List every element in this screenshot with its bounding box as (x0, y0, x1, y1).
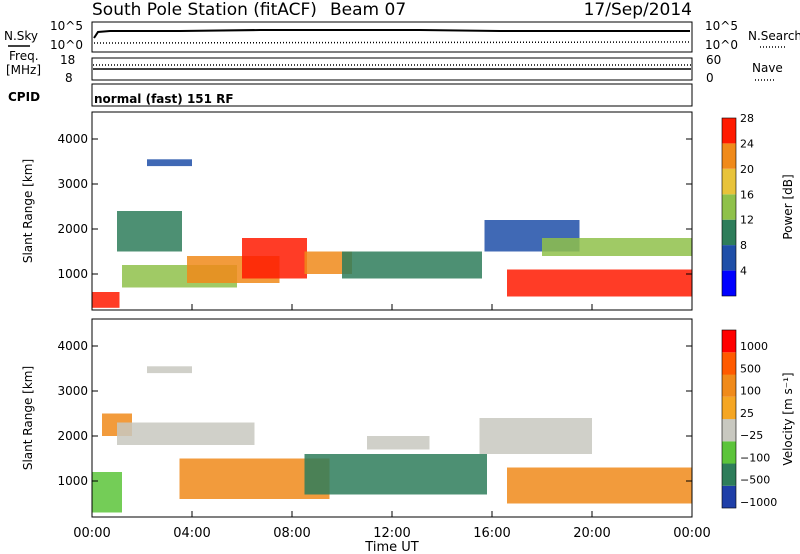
colorbar-segment (722, 270, 736, 296)
colorbar-segment (722, 396, 736, 420)
colorbar-tick-label: 1000 (740, 340, 768, 353)
colorbar-segment (722, 419, 736, 442)
colorbar-tick-label: 12 (740, 214, 754, 227)
x-tick-label: 04:00 (173, 526, 210, 541)
colorbar-tick-label: 100 (740, 385, 761, 398)
freq-tick-top: 18 (60, 53, 75, 67)
nsky-trace (93, 29, 690, 39)
colorbar-segment (722, 219, 736, 246)
velocity-echo-region (304, 454, 487, 495)
colorbar-tick-label: 24 (740, 137, 754, 150)
colorbar-tick-label: 20 (740, 163, 754, 176)
x-tick-label: 00:00 (73, 526, 110, 541)
colorbar-segment (722, 330, 736, 353)
cpid-text: normal (fast) 151 RF (94, 92, 234, 106)
velocity-echo-region (479, 418, 592, 454)
power-colorbar-label: Power [dB] (781, 174, 795, 239)
velocity-echo-region (507, 467, 692, 504)
noise-tick-left-bottom: 10^0 (50, 38, 83, 52)
x-tick-label: 00:00 (673, 526, 710, 541)
colorbar-segment (722, 194, 736, 220)
power-echo-region (507, 269, 692, 297)
power-colorbar (721, 117, 737, 297)
colorbar-tick-label: −25 (740, 429, 763, 442)
colorbar-tick-label: 4 (740, 265, 747, 278)
colorbar-segment (722, 168, 736, 195)
x-tick-label: 08:00 (273, 526, 310, 541)
noise-tick-left-top: 10^5 (50, 19, 83, 33)
freq-panel (91, 57, 693, 81)
y-tick-label: 1000 (57, 474, 88, 488)
freq-label-2: [MHz] (6, 63, 41, 77)
x-tick-label: 12:00 (373, 526, 410, 541)
y-tick-label: 3000 (57, 384, 88, 398)
colorbar-tick-label: −100 (740, 451, 770, 464)
power-echo-region (117, 211, 182, 252)
colorbar-segment (722, 374, 736, 397)
velocity-echo-region (92, 472, 122, 513)
freq-label-1: Freq. (9, 49, 39, 63)
colorbar-segment (722, 463, 736, 486)
colorbar-segment (722, 485, 736, 509)
y-tick-label: 4000 (57, 339, 88, 353)
nave-tick-bottom: 0 (706, 71, 714, 85)
velocity-echo-region (367, 436, 430, 450)
velocity-echo-region (117, 422, 255, 445)
colorbar-tick-label: 25 (740, 407, 754, 420)
cpid-label: CPID (8, 90, 40, 104)
noise-tick-right-top: 10^5 (705, 19, 738, 33)
nave-tick-top: 60 (706, 53, 721, 67)
nsearch-label: N.Search (748, 29, 800, 43)
noise-tick-right-bottom: 10^0 (705, 38, 738, 52)
power-panel: 1000 2000 3000 4000 Slant Range [km] 4 8 12 16 20… (21, 111, 795, 311)
colorbar-segment (722, 352, 736, 375)
beam-label: Beam 07 (330, 0, 406, 20)
figure-title: South Pole Station (fitACF) (92, 0, 317, 20)
cpid-panel (91, 83, 693, 107)
x-tick-label: 16:00 (473, 526, 510, 541)
colorbar-segment (722, 143, 736, 169)
y-tick-label: 2000 (57, 222, 88, 236)
power-echo-region (542, 238, 692, 256)
y-tick-label: 1000 (57, 267, 88, 281)
power-y-axis-label: Slant Range [km] (21, 159, 35, 263)
power-echo-region (92, 292, 120, 308)
y-tick-label: 2000 (57, 429, 88, 443)
freq-tick-bottom: 8 (65, 71, 73, 85)
velocity-colorbar-label: Velocity [m s⁻¹] (781, 372, 795, 465)
y-tick-label: 4000 (57, 132, 88, 146)
colorbar-segment (722, 118, 736, 144)
colorbar-tick-label: −1000 (740, 496, 777, 509)
date-label: 17/Sep/2014 (584, 0, 692, 20)
x-axis-label: Time UT (364, 540, 418, 554)
velocity-echo-region (147, 366, 192, 374)
colorbar-segment (722, 441, 736, 464)
nsearch-trace (93, 41, 691, 44)
nsky-label: N.Sky (4, 29, 38, 43)
colorbar-tick-label: −500 (740, 474, 770, 487)
power-echo-region (342, 251, 482, 279)
colorbar-segment (722, 245, 736, 271)
power-echo-region (242, 238, 307, 279)
colorbar-tick-label: 500 (740, 362, 761, 375)
nave-label: Nave (752, 61, 783, 75)
colorbar-tick-label: 8 (740, 239, 747, 252)
power-echo-region (147, 159, 192, 167)
x-tick-label: 20:00 (573, 526, 610, 541)
noise-panel (91, 21, 693, 53)
power-echo-region (304, 251, 352, 274)
velocity-colorbar (721, 329, 737, 509)
colorbar-tick-label: 16 (740, 188, 754, 201)
y-tick-label: 3000 (57, 177, 88, 191)
colorbar-tick-label: 28 (740, 112, 754, 125)
velocity-y-axis-label: Slant Range [km] (21, 366, 35, 470)
velocity-panel: 1000 2000 3000 4000 Slant Range [km] 1000 500 1… (21, 318, 795, 518)
